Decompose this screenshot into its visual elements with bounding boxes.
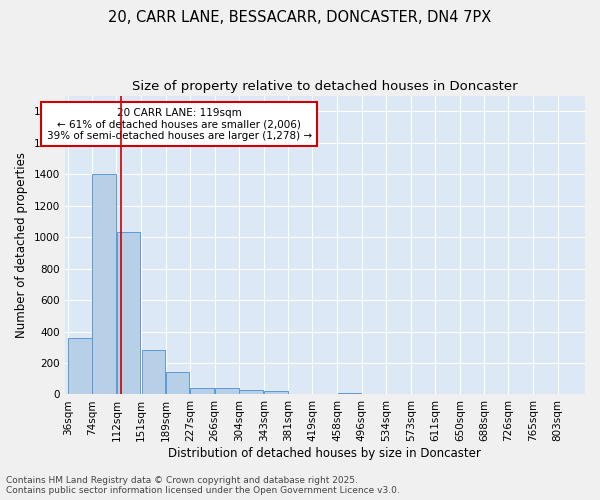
Bar xyxy=(215,388,239,394)
X-axis label: Distribution of detached houses by size in Doncaster: Distribution of detached houses by size … xyxy=(169,447,481,460)
Bar xyxy=(264,392,288,394)
Bar xyxy=(142,350,165,395)
Title: Size of property relative to detached houses in Doncaster: Size of property relative to detached ho… xyxy=(132,80,518,93)
Bar xyxy=(239,390,263,394)
Bar xyxy=(166,372,190,394)
Text: 20 CARR LANE: 119sqm
← 61% of detached houses are smaller (2,006)
39% of semi-de: 20 CARR LANE: 119sqm ← 61% of detached h… xyxy=(47,108,312,140)
Bar xyxy=(68,338,92,394)
Bar xyxy=(338,393,361,394)
Bar xyxy=(117,232,140,394)
Text: Contains HM Land Registry data © Crown copyright and database right 2025.
Contai: Contains HM Land Registry data © Crown c… xyxy=(6,476,400,495)
Text: 20, CARR LANE, BESSACARR, DONCASTER, DN4 7PX: 20, CARR LANE, BESSACARR, DONCASTER, DN4… xyxy=(109,10,491,25)
Bar xyxy=(92,174,116,394)
Y-axis label: Number of detached properties: Number of detached properties xyxy=(15,152,28,338)
Bar xyxy=(190,388,214,394)
